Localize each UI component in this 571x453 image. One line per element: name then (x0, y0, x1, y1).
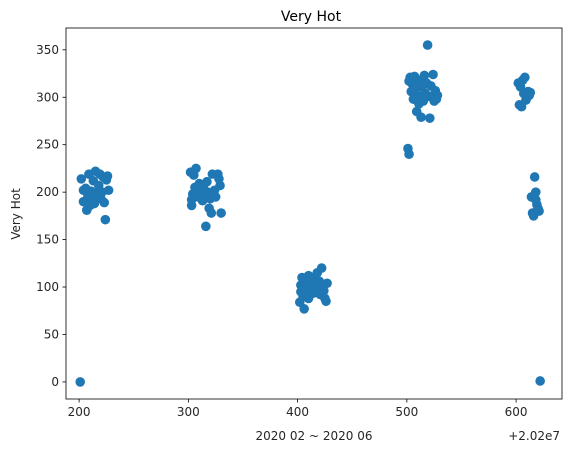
scatter-point (216, 208, 226, 218)
scatter-point (432, 90, 443, 101)
scatter-point (100, 214, 111, 225)
scatter-point (206, 208, 217, 218)
scatter-point (202, 176, 212, 187)
scatter-point (99, 197, 110, 208)
scatter-point (186, 200, 197, 211)
x-axis-ticks: 200 300 400 500 600 (68, 399, 528, 419)
y-tick-label: 150 (36, 233, 59, 247)
x-tick-label: 600 (505, 405, 528, 419)
scatter-point (319, 286, 329, 296)
scatter-point (419, 70, 430, 81)
x-tick-label: 200 (68, 405, 91, 419)
scatter-point (215, 180, 225, 191)
scatter-point (191, 163, 201, 174)
y-axis-ticks: 0 50 100 150 200 250 300 350 (36, 43, 66, 389)
x-axis-label: 2020 02 ~ 2020 06 (256, 429, 373, 443)
scatter-point (529, 172, 540, 182)
scatter-point (404, 149, 414, 159)
scatter-point (535, 376, 545, 386)
scatter-point (530, 187, 541, 197)
scatter-point (103, 185, 114, 196)
scatter-point (299, 304, 309, 314)
scatter-point (75, 377, 86, 387)
data-points (75, 40, 545, 387)
y-axis-label: Very Hot (9, 188, 23, 240)
chart-title: Very Hot (281, 9, 342, 25)
scatter-point (316, 263, 327, 273)
y-tick-label: 200 (36, 185, 59, 199)
y-tick-label: 350 (36, 43, 59, 57)
y-tick-label: 250 (36, 138, 59, 152)
scatter-point (534, 206, 544, 216)
scatter-point (425, 113, 435, 123)
scatter-point (201, 221, 211, 232)
scatter-point (76, 174, 87, 184)
scatter-point (102, 171, 113, 181)
scatter-point (520, 72, 530, 83)
scatter-point (416, 112, 426, 122)
scatter-point (428, 69, 438, 80)
y-tick-label: 100 (36, 280, 59, 294)
x-tick-label: 300 (177, 405, 200, 419)
scatter-point (322, 278, 332, 289)
x-tick-label: 500 (395, 405, 418, 419)
x-axis-offset-label: +2.02e7 (508, 429, 560, 443)
axes-frame (65, 27, 563, 400)
x-tick-label: 400 (286, 405, 309, 419)
plot-area (65, 27, 563, 400)
y-tick-label: 50 (44, 327, 59, 341)
scatter-point (422, 40, 433, 50)
y-tick-label: 0 (51, 375, 59, 389)
y-tick-label: 300 (36, 90, 59, 104)
scatter-point (525, 87, 536, 98)
scatter-point (210, 192, 221, 202)
scatter-point (321, 296, 331, 307)
